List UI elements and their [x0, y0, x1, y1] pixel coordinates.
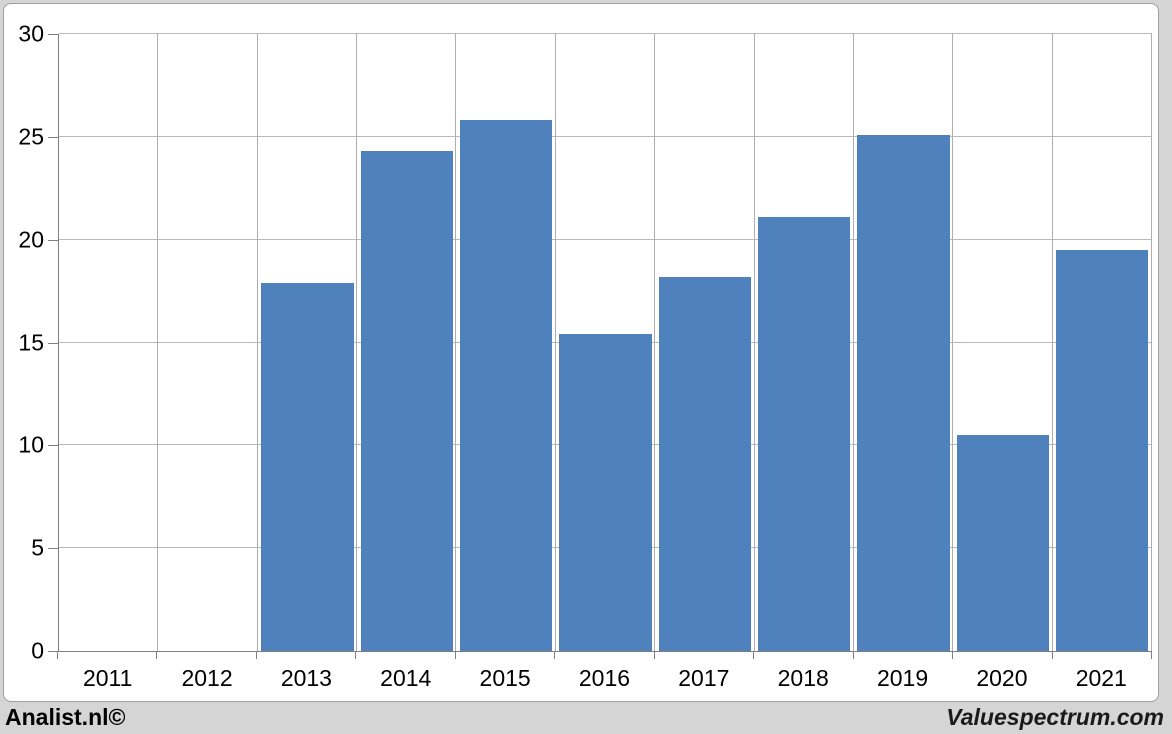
- x-tick-mark: [355, 652, 357, 659]
- bar-slot-2015: [456, 34, 555, 651]
- y-tick-label: 5: [31, 534, 44, 561]
- v-gridline: [455, 34, 457, 651]
- x-tick-label: 2015: [479, 665, 531, 691]
- y-tick-mark: [48, 651, 58, 652]
- bar-2019: [857, 134, 950, 651]
- x-tick-label: 2013: [280, 665, 332, 691]
- bar-slot-2020: [953, 34, 1052, 651]
- bar-slot-2014: [357, 34, 456, 651]
- x-tick-mark: [852, 652, 854, 659]
- y-tick-mark: [48, 342, 58, 344]
- v-gridline: [952, 34, 954, 651]
- x-tick-label: 2016: [578, 665, 631, 691]
- footer-right-watermark: Valuespectrum.com: [946, 704, 1164, 730]
- y-tick-label: 15: [18, 329, 44, 355]
- footer: Analist.nl© Valuespectrum.com: [0, 701, 1172, 734]
- x-tick-label: 2011: [82, 665, 133, 691]
- plot-area: [58, 33, 1152, 652]
- x-tick-label: 2012: [181, 665, 233, 691]
- y-tick-label: 25: [18, 123, 44, 150]
- chart-frame: 0 5 10 15 20 25 30 2011 2012 2013 2014 2015 2016 201…: [3, 3, 1159, 702]
- x-tick-label: 2014: [380, 665, 432, 691]
- y-axis-labels: 0 5 10 15 20 25 30: [4, 22, 44, 662]
- bar-slot-2011: [59, 34, 158, 651]
- y-tick-mark: [48, 548, 58, 550]
- x-tick-mark: [653, 652, 655, 659]
- h-gridline: [59, 33, 1152, 34]
- y-tick-label: 30: [18, 20, 44, 47]
- v-gridline: [753, 34, 755, 651]
- x-tick-label: 2021: [1075, 665, 1127, 691]
- x-tick-mark: [1151, 652, 1152, 659]
- bar-2013: [261, 282, 354, 651]
- y-tick-mark: [48, 445, 58, 447]
- x-tick-label: 2017: [678, 665, 730, 691]
- bar-slot-2021: [1053, 34, 1152, 651]
- v-gridline: [852, 34, 854, 651]
- v-gridline: [654, 34, 656, 651]
- x-tick-label: 2020: [976, 665, 1028, 691]
- bar-2017: [658, 276, 752, 651]
- bar-2014: [360, 151, 453, 651]
- v-gridline: [256, 34, 258, 651]
- x-tick-mark: [255, 652, 257, 659]
- bar-2018: [758, 217, 851, 651]
- bar-slot-2013: [258, 34, 357, 651]
- y-tick-label: 0: [31, 637, 44, 664]
- y-tick-mark: [48, 239, 58, 241]
- y-axis-tick-marks: [48, 34, 58, 652]
- v-gridline: [554, 34, 556, 651]
- x-tick-mark: [57, 652, 58, 659]
- x-tick-label: 2018: [777, 665, 829, 691]
- v-gridline: [356, 34, 358, 651]
- x-axis-labels: 2011 2012 2013 2014 2015 2016 2017 2018 2019 2020…: [58, 665, 1151, 693]
- x-tick-mark: [753, 652, 755, 659]
- bar-2021: [1056, 249, 1149, 651]
- bar-slot-2017: [655, 34, 754, 651]
- bar-slot-2018: [755, 34, 854, 651]
- h-gridline: [59, 135, 1152, 137]
- y-tick-label: 20: [18, 226, 44, 253]
- v-gridline: [157, 34, 159, 651]
- bar-slot-2016: [556, 34, 655, 651]
- x-tick-mark: [952, 652, 954, 659]
- bar-2020: [956, 435, 1050, 651]
- h-gridline: [59, 238, 1152, 240]
- v-gridline: [1051, 34, 1053, 651]
- x-tick-label: 2019: [876, 665, 929, 691]
- v-gridline: [1151, 34, 1152, 651]
- x-tick-mark: [1051, 652, 1053, 659]
- x-tick-mark: [156, 652, 158, 659]
- bar-2016: [559, 334, 652, 651]
- bar-2015: [459, 120, 553, 651]
- x-tick-mark: [454, 652, 456, 659]
- bar-slot-2019: [854, 34, 953, 651]
- y-tick-label: 10: [18, 431, 44, 458]
- x-tick-mark: [554, 652, 556, 659]
- x-axis-tick-marks: [57, 652, 1152, 659]
- footer-left-watermark: Analist.nl©: [5, 704, 126, 730]
- y-tick-mark: [48, 34, 58, 35]
- bar-slot-2012: [158, 34, 257, 651]
- bars-layer: [59, 34, 1152, 651]
- y-tick-mark: [48, 136, 58, 138]
